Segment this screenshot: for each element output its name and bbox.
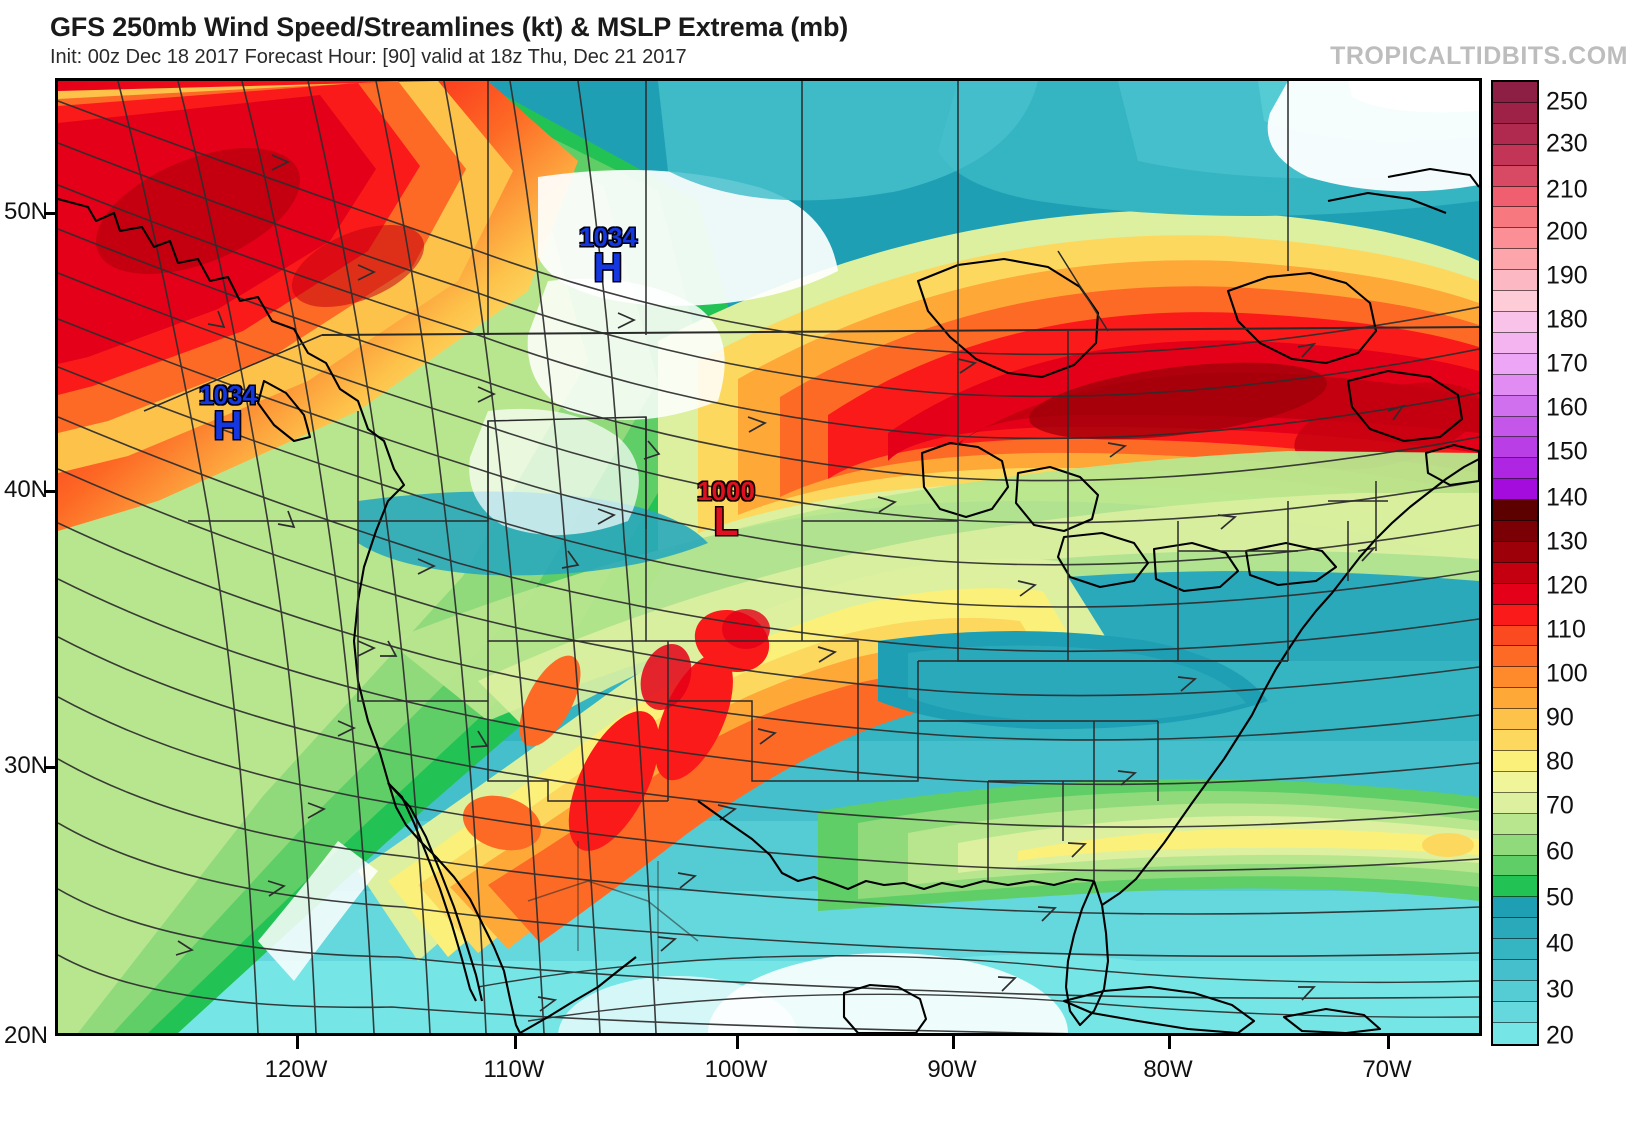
colorbar-swatch	[1493, 416, 1537, 438]
colorbar-tick-label: 210	[1546, 175, 1588, 204]
colorbar-swatch	[1493, 165, 1537, 187]
colorbar-swatch	[1493, 855, 1537, 877]
colorbar-swatch	[1493, 437, 1537, 459]
colorbar-tick-label: 140	[1546, 483, 1588, 512]
colorbar-swatch	[1493, 730, 1537, 751]
colorbar-swatch	[1493, 960, 1537, 981]
colorbar-swatch	[1493, 980, 1537, 1002]
site-watermark: TROPICALTIDBITS.COM	[1330, 42, 1628, 70]
latitude-tick-label: 50N	[3, 198, 48, 225]
longitude-tick-label: 80W	[1143, 1056, 1193, 1083]
longitude-tick-label: 110W	[483, 1056, 545, 1083]
colorbar-swatch	[1493, 311, 1537, 333]
longitude-tick-label: 120W	[264, 1056, 328, 1083]
latitude-tick	[44, 490, 58, 493]
colorbar-swatch	[1493, 479, 1537, 501]
latitude-tick	[44, 766, 58, 769]
colorbar-swatch	[1493, 771, 1537, 793]
colorbar-tick-label: 30	[1546, 975, 1574, 1004]
colorbar-swatch	[1493, 709, 1537, 731]
page-title: GFS 250mb Wind Speed/Streamlines (kt) & …	[50, 12, 849, 42]
map-canvas	[58, 81, 1479, 1033]
colorbar-swatch	[1493, 353, 1537, 375]
colorbar-swatch	[1493, 228, 1537, 250]
longitude-tick	[514, 1036, 517, 1049]
colorbar-swatch	[1493, 270, 1537, 292]
colorbar-tick-label: 190	[1546, 261, 1588, 290]
colorbar-tick-label: 90	[1546, 703, 1574, 732]
colorbar	[1491, 80, 1539, 1046]
colorbar-tick-label: 100	[1546, 659, 1588, 688]
colorbar-swatch	[1493, 249, 1537, 271]
colorbar-swatch	[1493, 646, 1537, 668]
colorbar-swatch	[1493, 458, 1537, 480]
colorbar-swatch	[1493, 395, 1537, 417]
colorbar-swatch	[1493, 939, 1537, 961]
colorbar-swatch	[1493, 186, 1537, 208]
colorbar-swatch	[1493, 876, 1537, 898]
colorbar-swatch	[1493, 834, 1537, 856]
colorbar-swatch	[1493, 562, 1537, 584]
colorbar-swatch	[1493, 897, 1537, 919]
longitude-tick	[1387, 1036, 1390, 1049]
wind-speed-field	[58, 81, 1479, 1033]
colorbar-swatch	[1493, 541, 1537, 563]
latitude-tick-label: 40N	[3, 476, 48, 503]
colorbar-tick-label: 60	[1546, 837, 1574, 866]
colorbar-swatch	[1493, 521, 1537, 542]
latitude-tick-label: 20N	[3, 1022, 48, 1049]
colorbar-swatch	[1493, 918, 1537, 940]
colorbar-tick-label: 120	[1546, 571, 1588, 600]
colorbar-swatch	[1493, 688, 1537, 710]
colorbar-swatch	[1493, 1022, 1537, 1044]
page-subtitle: Init: 00z Dec 18 2017 Forecast Hour: [90…	[50, 46, 687, 68]
colorbar-tick-label: 40	[1546, 929, 1574, 958]
colorbar-swatch	[1493, 102, 1537, 124]
colorbar-swatch	[1493, 291, 1537, 312]
colorbar-tick-label: 180	[1546, 305, 1588, 334]
longitude-tick-label: 100W	[704, 1056, 768, 1083]
colorbar-tick-label: 150	[1546, 437, 1588, 466]
map-plot-area[interactable]	[55, 78, 1482, 1036]
colorbar-swatch	[1493, 792, 1537, 814]
colorbar-tick-label: 170	[1546, 349, 1588, 378]
longitude-tick	[952, 1036, 955, 1049]
colorbar-swatch	[1493, 374, 1537, 396]
colorbar-tick-label: 200	[1546, 217, 1588, 246]
latitude-tick	[44, 212, 58, 215]
colorbar-tick-label: 20	[1546, 1021, 1574, 1050]
colorbar-swatch	[1493, 604, 1537, 626]
colorbar-tick-label: 70	[1546, 791, 1574, 820]
colorbar-swatch	[1493, 583, 1537, 605]
latitude-tick-label: 30N	[3, 752, 48, 779]
colorbar-swatch	[1493, 1001, 1537, 1023]
colorbar-tick-label: 110	[1546, 615, 1586, 644]
longitude-tick	[296, 1036, 299, 1049]
colorbar-tick-label: 230	[1546, 129, 1588, 158]
colorbar-swatch	[1493, 332, 1537, 354]
colorbar-swatch	[1493, 667, 1537, 689]
colorbar-swatch	[1493, 207, 1537, 229]
colorbar-tick-label: 160	[1546, 393, 1588, 422]
colorbar-labels: 250 230 210 200 190 180 170 160 150 140 130 120 110 1…	[1546, 80, 1642, 1050]
colorbar-swatch	[1493, 82, 1537, 103]
colorbar-tick-label: 130	[1546, 527, 1588, 556]
colorbar-swatch	[1493, 625, 1537, 647]
colorbar-swatch	[1493, 500, 1537, 522]
colorbar-swatch	[1493, 751, 1537, 772]
longitude-tick	[736, 1036, 739, 1049]
colorbar-swatch	[1493, 813, 1537, 835]
longitude-tick-label: 90W	[927, 1056, 977, 1083]
colorbar-swatch	[1493, 144, 1537, 166]
colorbar-tick-label: 250	[1546, 87, 1588, 116]
colorbar-tick-label: 50	[1546, 883, 1574, 912]
colorbar-swatch	[1493, 123, 1537, 145]
longitude-tick-label: 70W	[1362, 1056, 1412, 1083]
colorbar-tick-label: 80	[1546, 747, 1574, 776]
longitude-tick	[1168, 1036, 1171, 1049]
